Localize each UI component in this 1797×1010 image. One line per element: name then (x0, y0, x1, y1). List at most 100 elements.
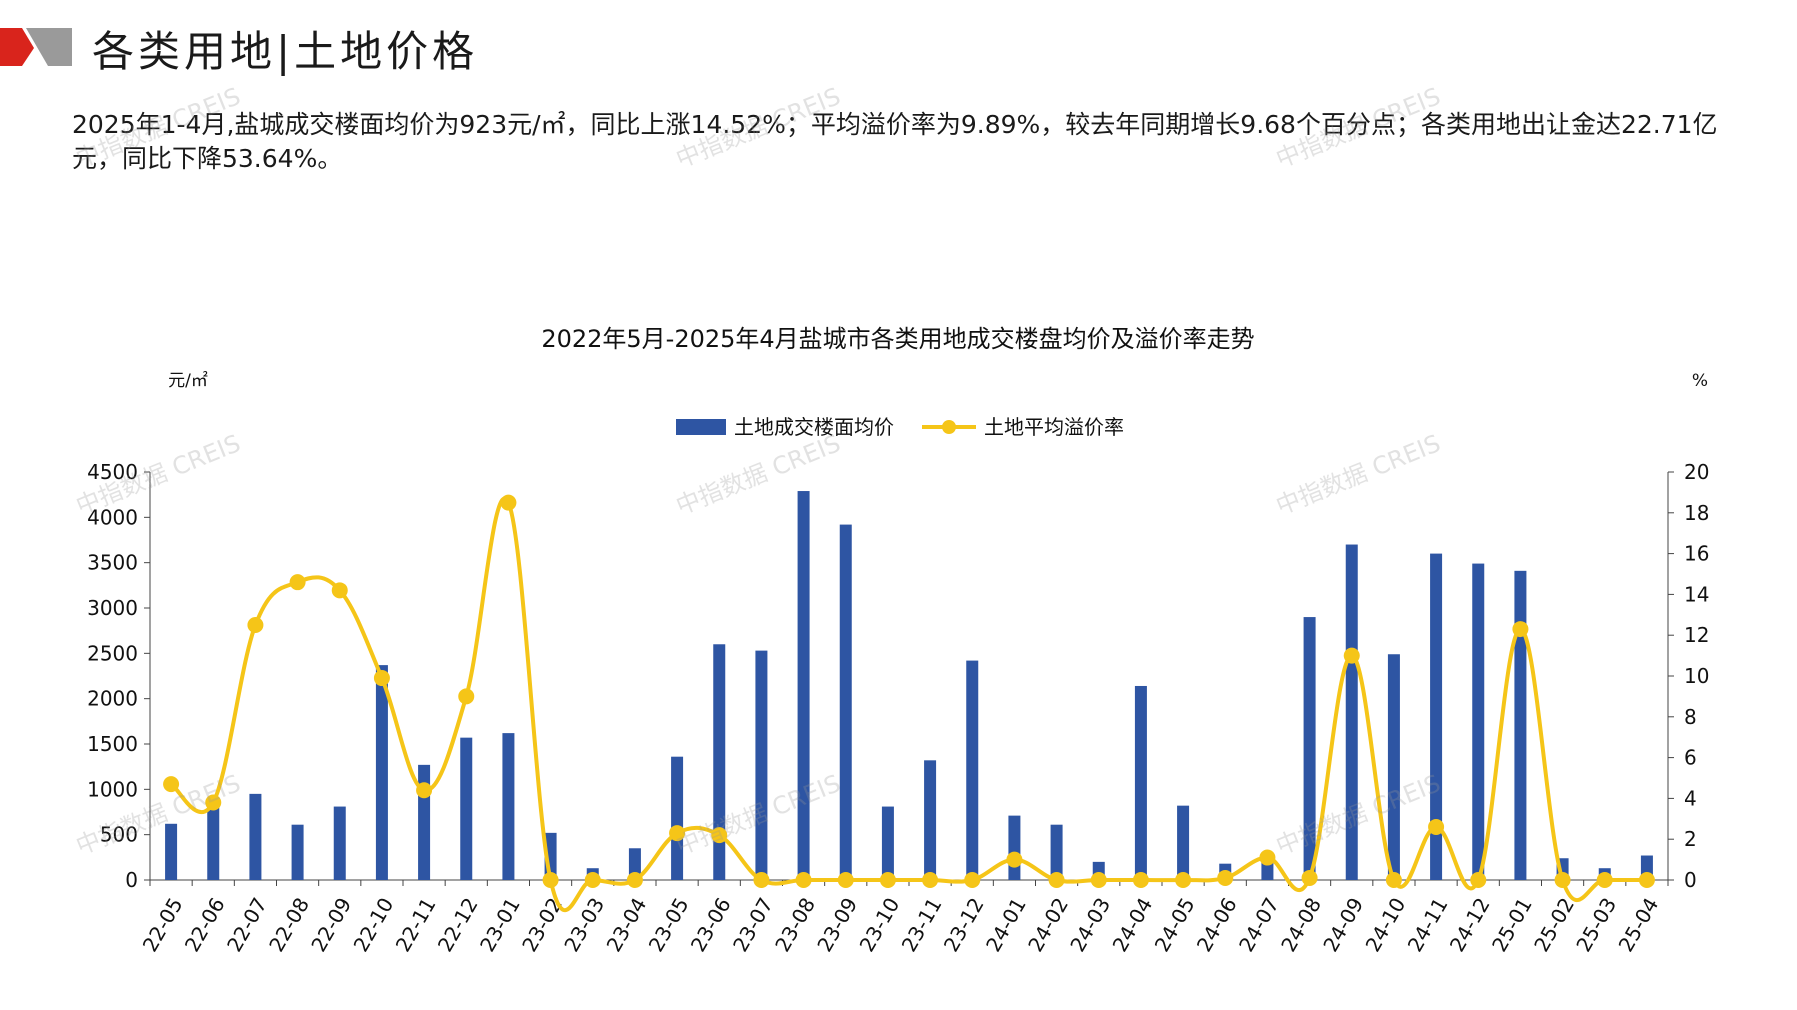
premium-rate-point (879, 872, 896, 888)
x-axis-tick-label: 23-11 (897, 894, 947, 956)
right-axis-tick-label: 6 (1684, 746, 1697, 770)
x-axis-tick-label: 22-10 (349, 894, 399, 956)
premium-rate-point (289, 574, 306, 591)
premium-rate-point (711, 827, 728, 844)
premium-rate-point (1470, 872, 1487, 888)
price-bar (881, 806, 894, 880)
price-bar (671, 756, 684, 880)
premium-rate-point (964, 872, 981, 888)
price-bar (207, 798, 220, 880)
price-bar (628, 848, 641, 880)
premium-rate-point (458, 688, 475, 705)
price-bar (755, 650, 768, 880)
premium-rate-point (542, 872, 559, 888)
premium-rate-point (1217, 869, 1234, 886)
legend-line-marker (942, 420, 956, 434)
price-bar (924, 760, 937, 880)
x-axis-tick-label: 24-06 (1192, 894, 1242, 956)
x-axis-tick-label: 23-04 (602, 894, 652, 956)
price-bar (1345, 544, 1358, 880)
premium-rate-point (416, 782, 433, 799)
price-bar (966, 660, 979, 880)
brand-logo (0, 28, 72, 66)
left-axis-tick-label: 4000 (87, 505, 138, 529)
x-axis-tick-label: 24-04 (1108, 894, 1158, 956)
right-axis-tick-label: 18 (1684, 501, 1709, 525)
premium-rate-point (331, 582, 348, 599)
premium-rate-point (795, 872, 812, 888)
summary-text: 2025年1-4月,盐城成交楼面均价为923元/㎡，同比上涨14.52%；平均溢… (72, 110, 1718, 173)
premium-rate-point (1512, 621, 1529, 638)
x-axis-tick-label: 24-03 (1065, 894, 1115, 956)
premium-rate-point (1385, 872, 1402, 888)
premium-rate-point (1048, 872, 1065, 888)
x-axis-tick-label: 23-07 (728, 894, 778, 956)
premium-rate-point (1132, 872, 1149, 888)
x-axis-tick-label: 23-10 (855, 894, 905, 956)
x-axis-tick-label: 24-02 (1023, 894, 1073, 956)
chart-title: 2022年5月-2025年4月盐城市各类用地成交楼盘均价及溢价率走势 (541, 325, 1254, 353)
premium-rate-point (1090, 872, 1107, 888)
premium-rate-point (1596, 872, 1613, 888)
legend-line-label: 土地平均溢价率 (984, 415, 1124, 439)
price-bar (1472, 563, 1485, 880)
x-axis-tick-label: 25-01 (1487, 894, 1537, 956)
x-axis-tick-label: 24-09 (1318, 894, 1368, 956)
legend-bar-swatch (676, 419, 726, 435)
price-bar (1387, 654, 1400, 880)
right-axis-unit: % (1692, 371, 1708, 391)
price-bar (1050, 824, 1063, 880)
price-bar (797, 491, 810, 880)
left-axis-tick-label: 3000 (87, 596, 138, 620)
price-bar (165, 823, 178, 880)
legend-bar-label: 土地成交楼面均价 (734, 415, 894, 439)
x-axis-tick-label: 22-07 (222, 894, 272, 956)
price-bar (333, 806, 346, 880)
x-axis-tick-label: 23-01 (475, 894, 525, 956)
price-bar (249, 793, 262, 880)
premium-rate-point (1006, 851, 1023, 868)
left-axis-unit: 元/㎡ (168, 371, 208, 391)
x-axis-tick-label: 23-06 (686, 894, 736, 956)
price-bar (1303, 617, 1316, 880)
right-axis-tick-label: 14 (1684, 582, 1709, 606)
right-axis-tick-label: 8 (1684, 705, 1697, 729)
premium-rate-point (584, 872, 601, 888)
x-axis-tick-label: 22-11 (391, 894, 441, 956)
premium-rate-point (669, 825, 686, 842)
premium-rate-point (837, 872, 854, 888)
x-axis-tick-label: 25-04 (1614, 894, 1664, 956)
premium-rate-point (163, 776, 180, 793)
x-axis-tick-label: 23-03 (559, 894, 609, 956)
premium-rate-point (1175, 872, 1192, 888)
price-bar (291, 824, 304, 880)
left-axis-tick-label: 2500 (87, 641, 138, 665)
left-axis-tick-label: 3500 (87, 551, 138, 575)
left-axis-tick-label: 1000 (87, 777, 138, 801)
left-axis-tick-label: 0 (125, 868, 138, 892)
x-axis-tick-label: 23-08 (770, 894, 820, 956)
right-axis-tick-label: 2 (1684, 827, 1697, 851)
x-axis-tick-label: 24-12 (1445, 894, 1495, 956)
x-axis-tick-label: 22-09 (306, 894, 356, 956)
right-axis-tick-label: 10 (1684, 664, 1709, 688)
x-axis-tick-label: 25-03 (1571, 894, 1621, 956)
page-title: 各类用地|土地价格 (92, 27, 479, 76)
x-axis-tick-label: 25-02 (1529, 894, 1579, 956)
premium-rate-point (500, 494, 517, 511)
price-bar (1177, 805, 1190, 880)
x-axis-tick-label: 23-09 (812, 894, 862, 956)
premium-rate-point (1638, 872, 1655, 888)
x-axis-tick-label: 24-07 (1234, 894, 1284, 956)
price-bar (1514, 570, 1527, 880)
premium-rate-point (922, 872, 939, 888)
premium-rate-line (169, 496, 1647, 913)
premium-rate-point (1301, 869, 1318, 886)
logo-gray-shape (26, 28, 72, 66)
x-axis-tick-label: 22-08 (264, 894, 314, 956)
price-bar (418, 764, 431, 880)
logo-red-shape (0, 28, 34, 66)
premium-rate-point (373, 670, 390, 687)
premium-rate-point (205, 794, 222, 811)
